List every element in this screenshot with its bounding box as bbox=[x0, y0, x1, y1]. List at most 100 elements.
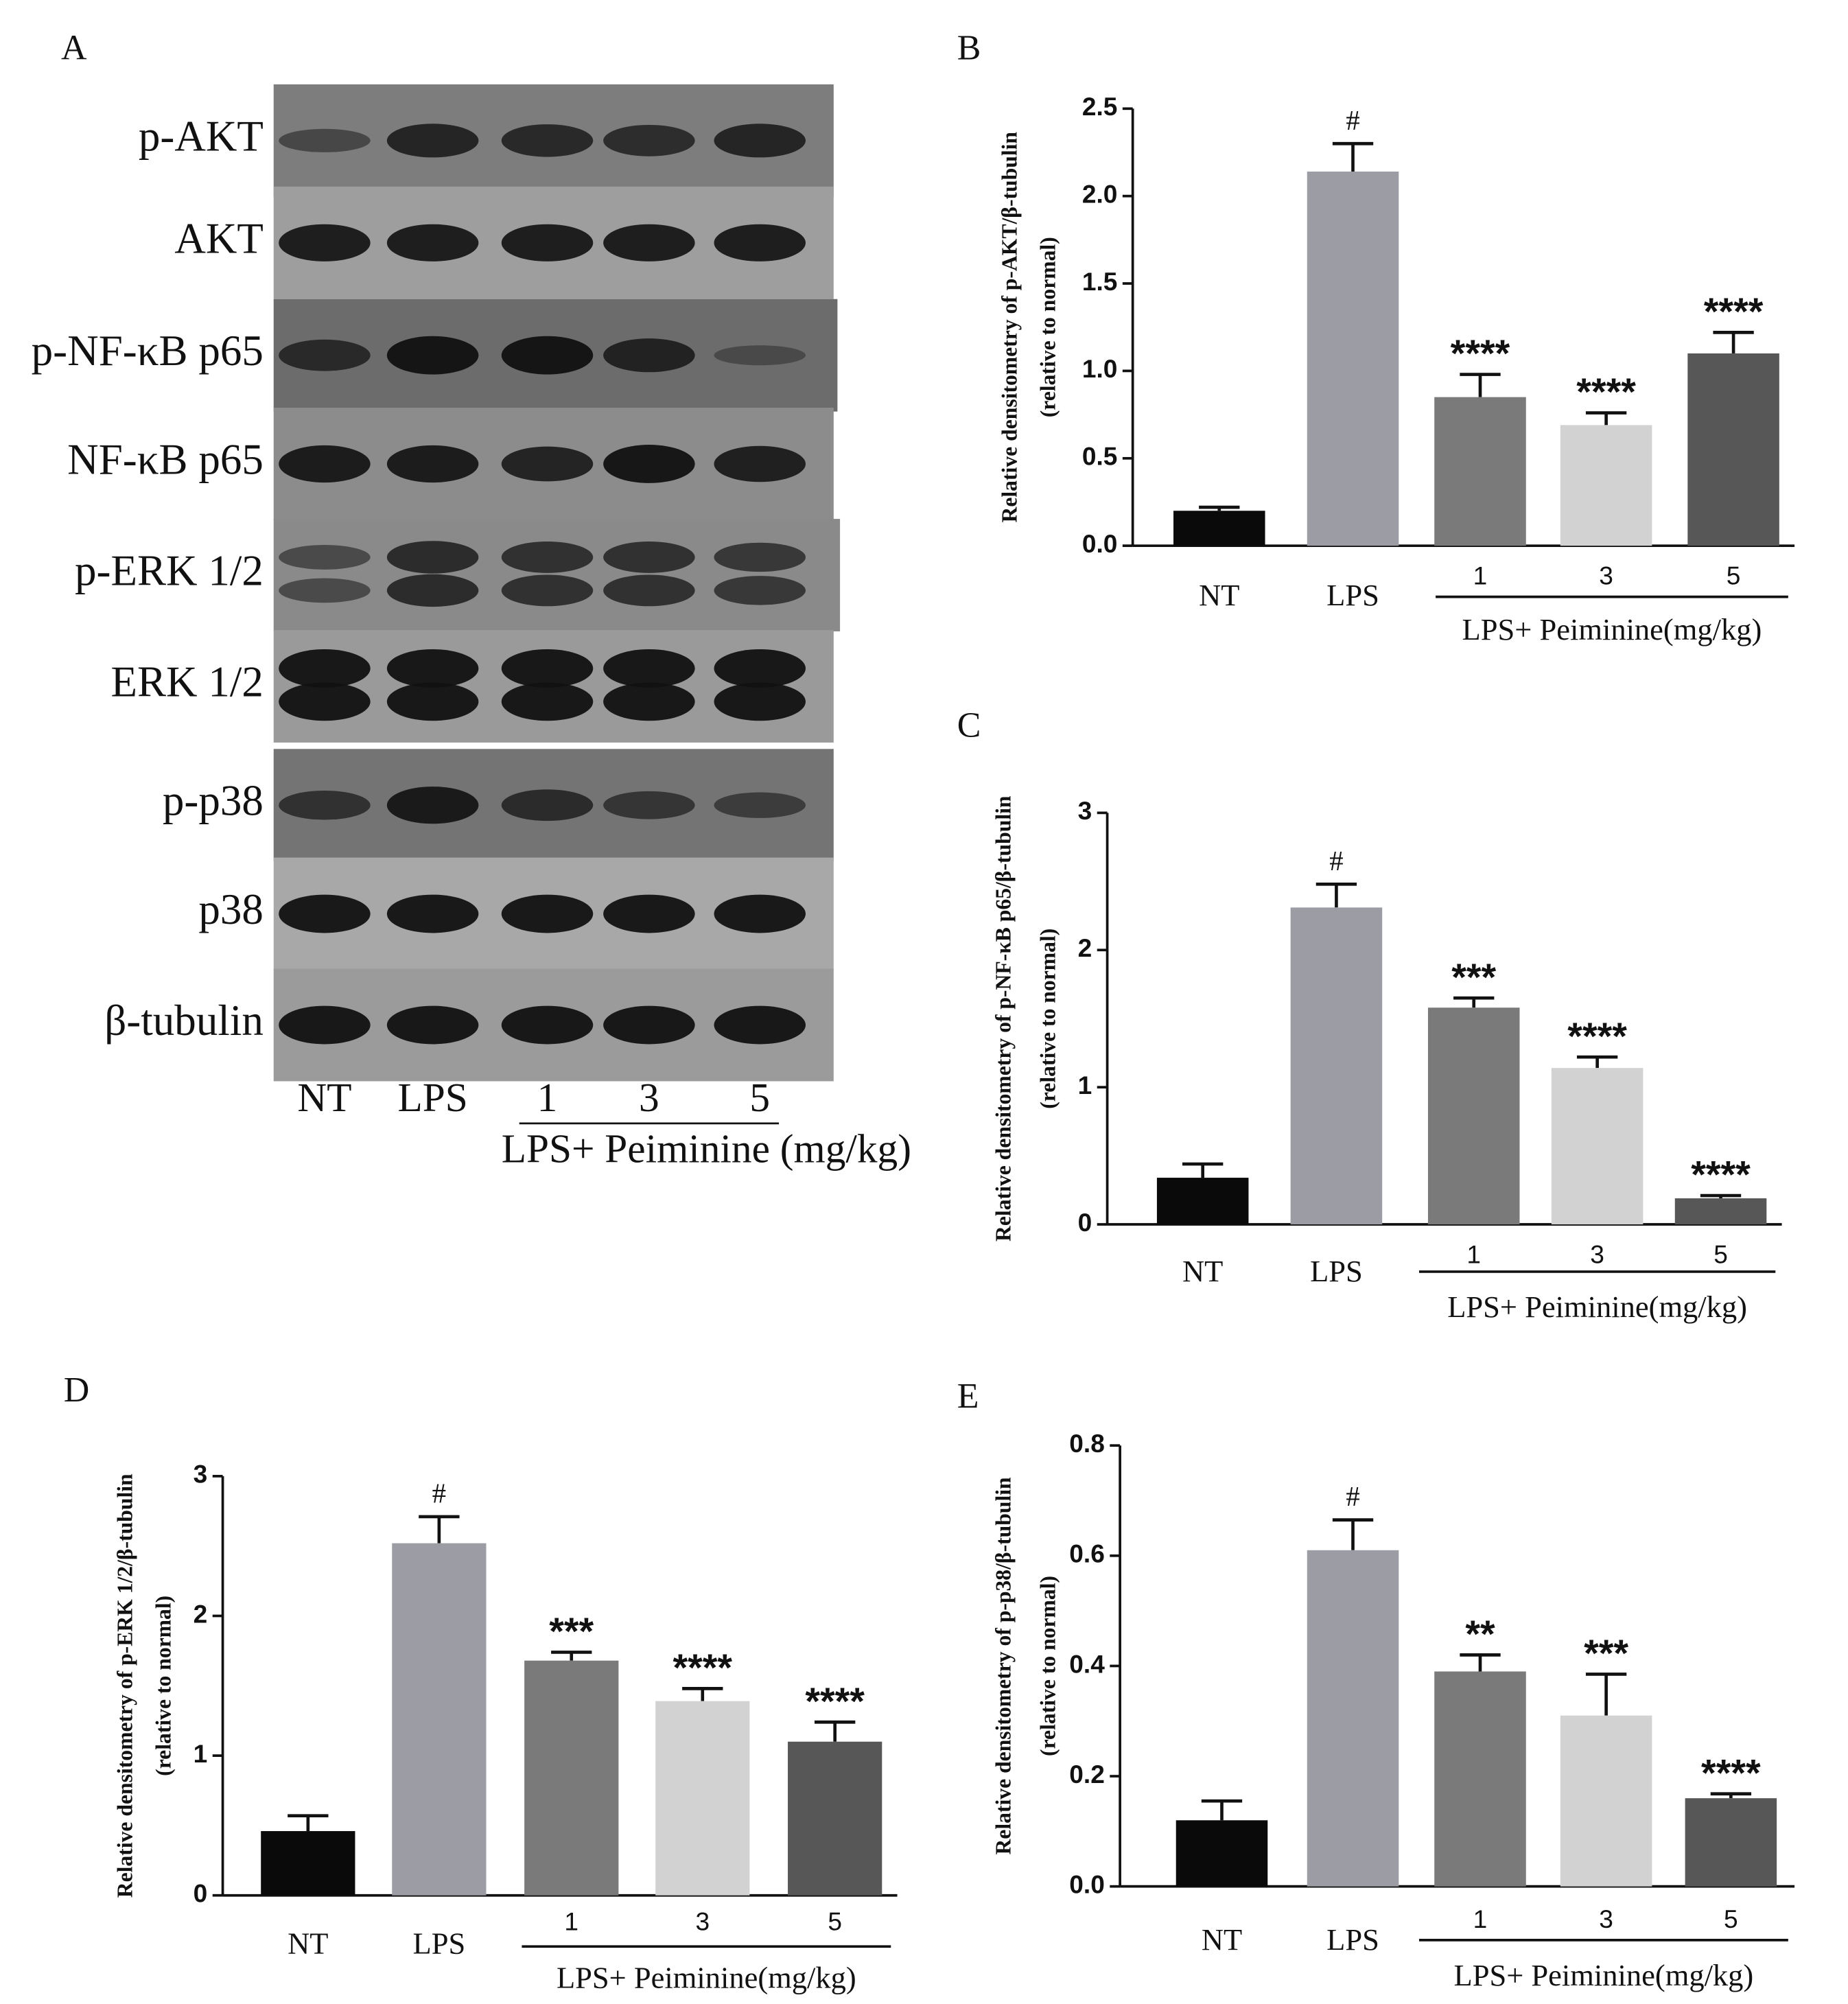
panel-letter: B bbox=[957, 28, 981, 67]
x-tick-label: 5 bbox=[1714, 1239, 1728, 1268]
blot-band bbox=[386, 682, 479, 721]
significance-label: **** bbox=[1701, 1751, 1761, 1794]
blot-band bbox=[603, 1005, 695, 1045]
significance-label: *** bbox=[549, 1610, 594, 1653]
bar bbox=[1687, 353, 1779, 546]
blot-row-label: p-NF-κB p65 bbox=[32, 327, 264, 375]
x-tick-label: NT bbox=[288, 1926, 328, 1960]
blot-band bbox=[501, 224, 594, 261]
x-tick-label: 5 bbox=[828, 1907, 842, 1935]
y-tick-label: 0.4 bbox=[1069, 1649, 1105, 1678]
blot-band bbox=[714, 894, 806, 933]
y-tick-label: 0.0 bbox=[1069, 1869, 1105, 1898]
y-tick-label: 2.0 bbox=[1082, 179, 1118, 208]
panel-letter: C bbox=[957, 706, 981, 745]
blot-band bbox=[714, 542, 806, 572]
blot-band bbox=[279, 649, 371, 688]
blot-band bbox=[603, 224, 695, 261]
panel-letter: D bbox=[64, 1371, 90, 1410]
bar bbox=[1307, 172, 1399, 546]
blot-band bbox=[386, 894, 479, 933]
x-tick-label: NT bbox=[1182, 1254, 1223, 1288]
blot-band bbox=[501, 124, 594, 157]
blot-group-label: LPS+ Peiminine (mg/kg) bbox=[502, 1126, 911, 1171]
blot-band bbox=[603, 791, 695, 819]
bar bbox=[1685, 1798, 1777, 1887]
blot-band bbox=[714, 445, 806, 482]
blot-band bbox=[603, 649, 695, 688]
blot-band bbox=[603, 338, 695, 373]
y-tick-label: 0 bbox=[194, 1878, 208, 1907]
significance-label: **** bbox=[672, 1646, 732, 1689]
panel-letter: A bbox=[61, 28, 87, 67]
y-tick-label: 0.0 bbox=[1082, 529, 1118, 558]
y-tick-label: 3 bbox=[1078, 796, 1092, 825]
significance-label: *** bbox=[1584, 1632, 1628, 1675]
bar bbox=[524, 1660, 619, 1896]
y-axis-label: Relative densitometry of p-NF-κB p65/β-t… bbox=[991, 795, 1015, 1242]
blot-band bbox=[714, 124, 806, 158]
y-tick-label: 0 bbox=[1078, 1208, 1092, 1237]
blot-band bbox=[386, 445, 479, 483]
group-label: LPS+ Peiminine(mg/kg) bbox=[1447, 1290, 1747, 1324]
x-tick-label: 3 bbox=[1599, 561, 1613, 590]
significance-label: # bbox=[1346, 1481, 1359, 1512]
bar bbox=[1156, 1178, 1249, 1225]
blot-row-label: p38 bbox=[198, 885, 264, 933]
blot-band bbox=[386, 787, 479, 824]
blot-band bbox=[386, 649, 479, 688]
blot-lane-label: 3 bbox=[639, 1075, 659, 1120]
blot-band bbox=[714, 649, 806, 688]
bar bbox=[1173, 511, 1265, 546]
blot-band bbox=[386, 1005, 479, 1045]
x-tick-label: 3 bbox=[1590, 1239, 1604, 1268]
blot-band bbox=[279, 224, 371, 261]
y-axis-label: Relative densitometry of p-AKT/β-tubulin bbox=[998, 132, 1022, 523]
y-tick-label: 1 bbox=[194, 1739, 208, 1768]
significance-label: # bbox=[1329, 846, 1343, 876]
blot-band bbox=[386, 541, 479, 574]
blot-band bbox=[279, 339, 371, 371]
significance-label: **** bbox=[1691, 1154, 1751, 1196]
blot-band bbox=[714, 576, 806, 605]
blot-band bbox=[279, 894, 371, 933]
significance-label: **** bbox=[1451, 332, 1510, 375]
blot-lane-label: NT bbox=[297, 1075, 351, 1120]
y-tick-label: 1.0 bbox=[1082, 354, 1118, 383]
blot-band bbox=[603, 894, 695, 933]
blot-band bbox=[714, 792, 806, 818]
bar bbox=[1551, 1068, 1644, 1225]
blot-band bbox=[714, 682, 806, 721]
blot-lane-label: 1 bbox=[537, 1075, 558, 1120]
x-tick-label: 5 bbox=[1727, 561, 1741, 590]
y-tick-label: 1.5 bbox=[1082, 267, 1118, 296]
significance-label: # bbox=[432, 1478, 446, 1508]
blot-band bbox=[501, 894, 594, 933]
x-tick-label: 1 bbox=[1473, 561, 1488, 590]
blot-band bbox=[279, 1005, 371, 1045]
x-tick-label: LPS bbox=[1326, 1922, 1379, 1957]
y-tick-label: 2.5 bbox=[1082, 92, 1118, 121]
x-tick-label: 1 bbox=[564, 1907, 578, 1935]
y-tick-label: 2 bbox=[194, 1599, 208, 1628]
blot-row-label: p-ERK 1/2 bbox=[75, 546, 264, 594]
blot-band bbox=[603, 574, 695, 607]
blot-lane-label: 5 bbox=[749, 1075, 770, 1120]
x-tick-label: 3 bbox=[1599, 1904, 1613, 1933]
blot-band bbox=[386, 336, 479, 375]
blot-lane-label: LPS bbox=[397, 1075, 467, 1120]
group-label: LPS+ Peiminine(mg/kg) bbox=[557, 1961, 856, 1995]
bar bbox=[392, 1543, 487, 1896]
y-axis-label: (relative to normal) bbox=[151, 1596, 175, 1776]
significance-label: **** bbox=[805, 1680, 865, 1723]
y-axis-label: Relative densitometry of p-p38/β-tubulin bbox=[991, 1477, 1015, 1855]
significance-label: # bbox=[1346, 105, 1359, 136]
blot-band bbox=[603, 682, 695, 721]
significance-label: **** bbox=[1704, 290, 1764, 333]
blot-band bbox=[714, 1005, 806, 1045]
y-tick-label: 1 bbox=[1078, 1071, 1092, 1099]
blot-band bbox=[714, 345, 806, 366]
y-tick-label: 0.8 bbox=[1069, 1429, 1105, 1458]
blot-row-label: p-AKT bbox=[139, 112, 264, 160]
